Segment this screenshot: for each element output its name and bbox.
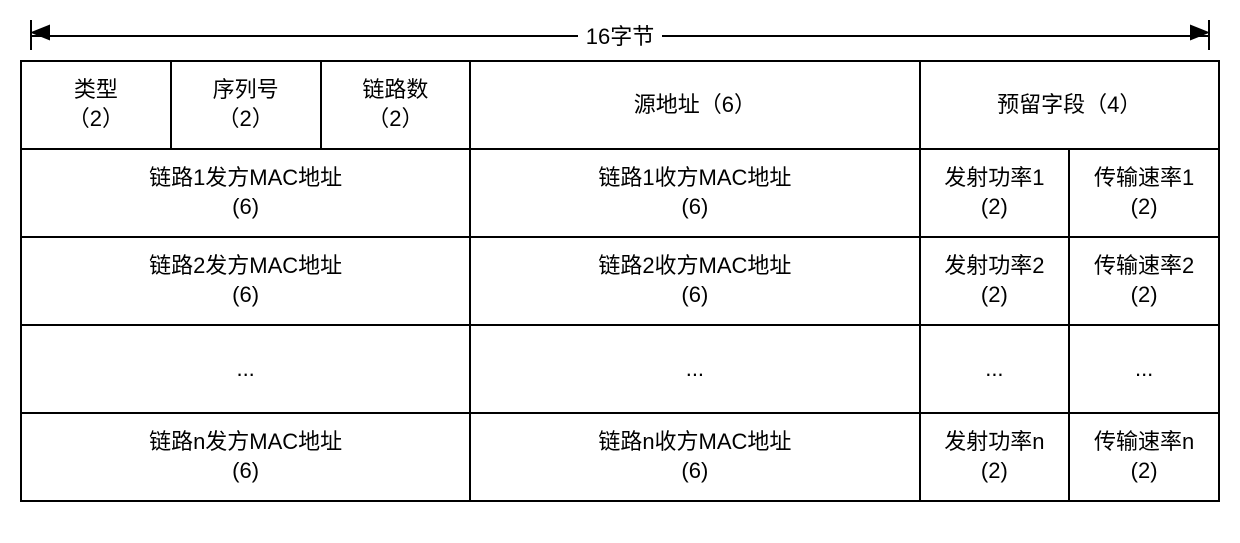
sender-mac-cell: 链路1发方MAC地址 (6) bbox=[21, 149, 470, 237]
sender-mac-cell: 链路n发方MAC地址 (6) bbox=[21, 413, 470, 501]
tx-power-label: 发射功率n bbox=[944, 429, 1044, 454]
tx-power-bytes: (2) bbox=[925, 457, 1065, 486]
link-row: 链路2发方MAC地址 (6) 链路2收方MAC地址 (6) 发射功率2 (2) … bbox=[21, 237, 1219, 325]
dimension-line-left bbox=[30, 35, 580, 37]
sender-mac-bytes: (6) bbox=[26, 281, 465, 310]
dimension-line-right bbox=[660, 35, 1210, 37]
ellipsis-row: ... ... ... ... bbox=[21, 325, 1219, 413]
dimension-label: 16字节 bbox=[578, 19, 662, 51]
sender-mac-label: 链路n发方MAC地址 bbox=[149, 429, 342, 454]
ellipsis-cell: ... bbox=[470, 325, 919, 413]
header-srcaddr-cell: 源地址（6） bbox=[470, 61, 919, 149]
ellipsis-cell: ... bbox=[1069, 325, 1219, 413]
receiver-mac-bytes: (6) bbox=[475, 457, 914, 486]
tx-power-label: 发射功率2 bbox=[944, 253, 1044, 278]
ellipsis-cell: ... bbox=[920, 325, 1070, 413]
receiver-mac-label: 链路n收方MAC地址 bbox=[598, 429, 791, 454]
sender-mac-bytes: (6) bbox=[26, 193, 465, 222]
tx-power-bytes: (2) bbox=[925, 193, 1065, 222]
header-linkcount-cell: 链路数 （2） bbox=[321, 61, 471, 149]
ellipsis-cell: ... bbox=[21, 325, 470, 413]
header-row: 类型 （2） 序列号 （2） 链路数 （2） 源地址（6） 预留字段（4） bbox=[21, 61, 1219, 149]
tx-power-label: 发射功率1 bbox=[944, 165, 1044, 190]
dimension-arrow-right bbox=[1190, 23, 1210, 48]
header-reserved-label: 预留字段（4） bbox=[997, 92, 1141, 117]
tx-rate-cell: 传输速率n (2) bbox=[1069, 413, 1219, 501]
receiver-mac-label: 链路2收方MAC地址 bbox=[598, 253, 791, 278]
header-seq-bytes: （2） bbox=[176, 105, 316, 134]
tx-power-cell: 发射功率1 (2) bbox=[920, 149, 1070, 237]
tx-rate-label: 传输速率2 bbox=[1094, 253, 1194, 278]
tx-rate-bytes: (2) bbox=[1074, 281, 1214, 310]
receiver-mac-bytes: (6) bbox=[475, 281, 914, 310]
tx-rate-bytes: (2) bbox=[1074, 457, 1214, 486]
header-seq-cell: 序列号 （2） bbox=[171, 61, 321, 149]
tx-rate-label: 传输速率1 bbox=[1094, 165, 1194, 190]
tx-rate-cell: 传输速率1 (2) bbox=[1069, 149, 1219, 237]
header-linkcount-bytes: （2） bbox=[326, 105, 466, 134]
header-type-cell: 类型 （2） bbox=[21, 61, 171, 149]
receiver-mac-cell: 链路1收方MAC地址 (6) bbox=[470, 149, 919, 237]
header-seq-label: 序列号 bbox=[213, 77, 279, 102]
sender-mac-cell: 链路2发方MAC地址 (6) bbox=[21, 237, 470, 325]
dimension-indicator: 16字节 bbox=[20, 20, 1220, 50]
header-type-label: 类型 bbox=[74, 77, 118, 102]
header-srcaddr-label: 源地址（6） bbox=[634, 92, 756, 117]
tx-rate-label: 传输速率n bbox=[1094, 429, 1194, 454]
tx-power-cell: 发射功率n (2) bbox=[920, 413, 1070, 501]
receiver-mac-label: 链路1收方MAC地址 bbox=[598, 165, 791, 190]
receiver-mac-cell: 链路2收方MAC地址 (6) bbox=[470, 237, 919, 325]
tx-rate-bytes: (2) bbox=[1074, 193, 1214, 222]
sender-mac-label: 链路1发方MAC地址 bbox=[149, 165, 342, 190]
header-reserved-cell: 预留字段（4） bbox=[920, 61, 1220, 149]
tx-power-cell: 发射功率2 (2) bbox=[920, 237, 1070, 325]
link-row: 链路n发方MAC地址 (6) 链路n收方MAC地址 (6) 发射功率n (2) … bbox=[21, 413, 1219, 501]
link-row: 链路1发方MAC地址 (6) 链路1收方MAC地址 (6) 发射功率1 (2) … bbox=[21, 149, 1219, 237]
tx-rate-cell: 传输速率2 (2) bbox=[1069, 237, 1219, 325]
sender-mac-bytes: (6) bbox=[26, 457, 465, 486]
tx-power-bytes: (2) bbox=[925, 281, 1065, 310]
header-linkcount-label: 链路数 bbox=[362, 77, 428, 102]
packet-format-table: 类型 （2） 序列号 （2） 链路数 （2） 源地址（6） 预留字段（4） 链路… bbox=[20, 60, 1220, 502]
sender-mac-label: 链路2发方MAC地址 bbox=[149, 253, 342, 278]
header-type-bytes: （2） bbox=[26, 105, 166, 134]
receiver-mac-cell: 链路n收方MAC地址 (6) bbox=[470, 413, 919, 501]
receiver-mac-bytes: (6) bbox=[475, 193, 914, 222]
